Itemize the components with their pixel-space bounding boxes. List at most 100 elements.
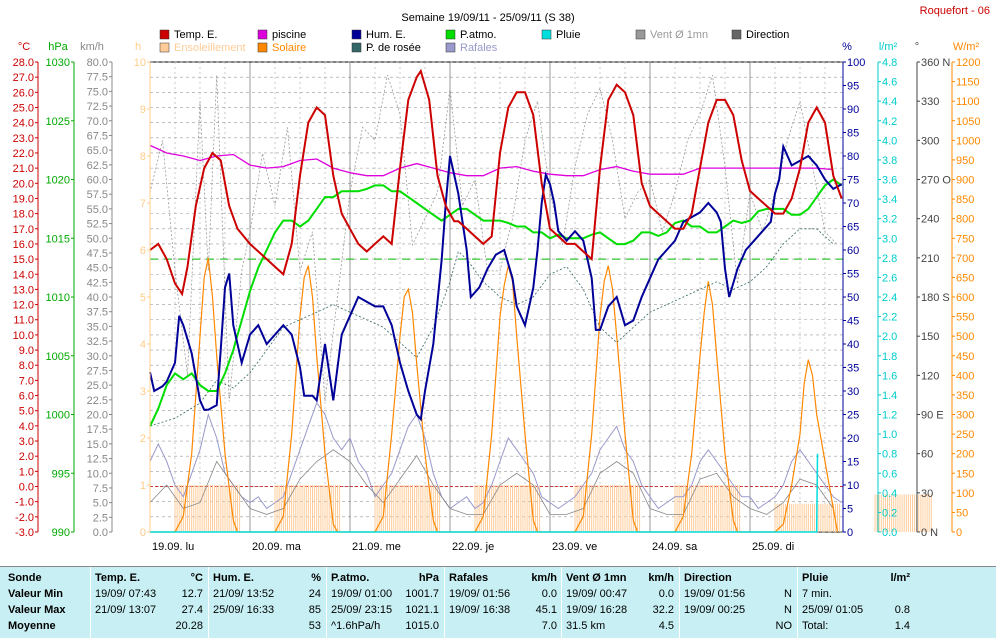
wind-tick-label: 60.0 (87, 175, 108, 187)
hum-tick-label: 30 (847, 386, 859, 398)
stats-cell-value: 12.7 (181, 588, 203, 600)
dir-tick-label: 0 N (921, 527, 938, 539)
legend: Temp. E. piscine Hum. E. P.atmo. Pluie Vent Ø… (159, 29, 789, 54)
wind-axis-unit: km/h (80, 41, 104, 53)
stats-cell-value: 53 (308, 620, 321, 632)
legend-label: P.atmo. (460, 29, 497, 41)
stats-cell-value: 27.4 (181, 604, 203, 616)
pressure-axis-unit: hPa (48, 41, 68, 53)
dir-tick-label: 60 (921, 449, 933, 461)
solar-tick-label: 1100 (956, 96, 980, 108)
wind-tick-label: 32.5 (87, 336, 108, 348)
sun-tick-label: 6 (140, 245, 146, 257)
solar-tick-label: 300 (956, 410, 974, 422)
temp-tick-label: 7.0 (19, 375, 34, 387)
sun-tick-label: 2 (140, 433, 146, 445)
temp-tick-label: 20.0 (13, 178, 34, 190)
wind-tick-label: 37.5 (87, 307, 108, 319)
solar-tick-label: 200 (956, 449, 974, 461)
temp-tick-label: 18.0 (13, 209, 34, 221)
stats-cell-label: Total: (802, 620, 829, 632)
stats-cell-label: 21/09/ 13:52 (213, 588, 275, 600)
dir-tick-label: 210 (921, 253, 939, 265)
dir-tick-label: 150 (921, 331, 939, 343)
solar-tick-label: 150 (956, 468, 974, 480)
rain-axis-unit: l/m² (879, 41, 898, 53)
solar-tick-label: 750 (956, 233, 974, 245)
temp-tick-label: 22.0 (13, 148, 34, 160)
rain-tick-label: 2.2 (882, 312, 897, 324)
stats-cell-value: N (784, 588, 792, 600)
solar-tick-label: 800 (956, 214, 974, 226)
stats-cell-value: 0.0 (541, 588, 557, 600)
stats-cell-label: 25/09/ 01:05 (802, 604, 864, 616)
day-label: 19.09. lu (152, 541, 194, 553)
wind-tick-label: 15.0 (87, 439, 108, 451)
hum-tick-label: 90 (847, 104, 859, 116)
temp-tick-label: 12.0 (13, 300, 34, 312)
temp-tick-label: 16.0 (13, 239, 34, 251)
wind-tick-label: 22.5 (87, 395, 108, 407)
hum-tick-label: 45 (847, 316, 859, 328)
stats-cell-value: 0.8 (894, 604, 910, 616)
hum-tick-label: 0 (847, 527, 853, 539)
temp-tick-label: 17.0 (13, 224, 34, 236)
rain-tick-label: 1.8 (882, 351, 897, 363)
wind-tick-label: 25.0 (87, 380, 108, 392)
temp-tick-label: 13.0 (13, 284, 34, 296)
rain-tick-label: 4.8 (882, 57, 897, 69)
stats-col-patmo: P.atmo. hPa 19/09/ 01:00 1001.7 25/09/ 23:15… (326, 567, 443, 638)
solar-tick-label: 550 (956, 312, 974, 324)
gust-line (149, 401, 842, 510)
rain-tick-label: 0.2 (882, 507, 897, 519)
stats-header: Rafales (449, 572, 489, 584)
legend-swatch (351, 29, 362, 40)
stats-cell-label: 19/09/ 01:56 (684, 588, 746, 600)
rain-tick-label: 1.2 (882, 410, 897, 422)
rain-tick-label: 1.4 (882, 390, 897, 402)
stats-col-temp: Temp. E. °C 19/09/ 07:43 12.7 21/09/ 13:07 27… (90, 567, 207, 638)
wind-tick-label: 57.5 (87, 189, 108, 201)
legend-swatch (257, 42, 268, 53)
dir-tick-label: 120 (921, 370, 939, 382)
wind-tick-label: 7.5 (93, 483, 108, 495)
solar-line (150, 257, 839, 533)
stats-unit: km/h (648, 572, 674, 584)
temp-tick-label: 25.0 (13, 102, 34, 114)
hum-tick-label: 35 (847, 363, 859, 375)
legend-label: Hum. E. (366, 29, 406, 41)
solar-tick-label: 100 (956, 488, 974, 500)
rain-tick-label: 4.2 (882, 116, 897, 128)
grid (149, 61, 844, 533)
wind-tick-label: 10.0 (87, 468, 108, 480)
stats-col-dir: Direction 19/09/ 01:56 N 19/09/ 00:25 N NO (679, 567, 796, 638)
piscine-line (149, 144, 834, 177)
wind-tick-label: 75.0 (87, 86, 108, 98)
solar-tick-label: 900 (956, 175, 974, 187)
stats-cell-value: 4.5 (658, 620, 674, 632)
legend-label: Solaire (272, 42, 306, 54)
stats-cell-value: 20.28 (175, 620, 203, 632)
stats-col-pluie: Pluie l/m² 7 min. 25/09/ 01:05 0.8 Total: 1.4 (797, 567, 914, 638)
hum-tick-label: 80 (847, 151, 859, 163)
hum-line (149, 142, 843, 422)
stats-cell-value: 1021.1 (405, 604, 439, 616)
pressure-tick-label: 990 (52, 527, 70, 539)
rain-tick-label: 3.8 (882, 155, 897, 167)
legend-label: Rafales (460, 42, 498, 54)
legend-swatch (351, 42, 362, 53)
temp-tick-label: 0.0 (19, 482, 34, 494)
stats-header: Direction (684, 572, 732, 584)
solar-tick-label: 1050 (956, 116, 980, 128)
stats-cell-label: 7 min. (802, 588, 832, 600)
rain-line (150, 453, 819, 533)
hum-tick-label: 100 (847, 57, 865, 69)
stats-cell-label: 19/09/ 01:56 (449, 588, 511, 600)
hum-tick-label: 70 (847, 198, 859, 210)
stats-cell-value: 1001.7 (405, 588, 439, 600)
legend-label: P. de rosée (366, 42, 421, 54)
pressure-tick-label: 1005 (46, 351, 70, 363)
stats-unit: °C (190, 572, 203, 584)
wind-tick-label: 12.5 (87, 454, 108, 466)
stats-col-hum: Hum. E.% 21/09/ 13:52 24 25/09/ 16:33 85 53 (208, 567, 325, 638)
